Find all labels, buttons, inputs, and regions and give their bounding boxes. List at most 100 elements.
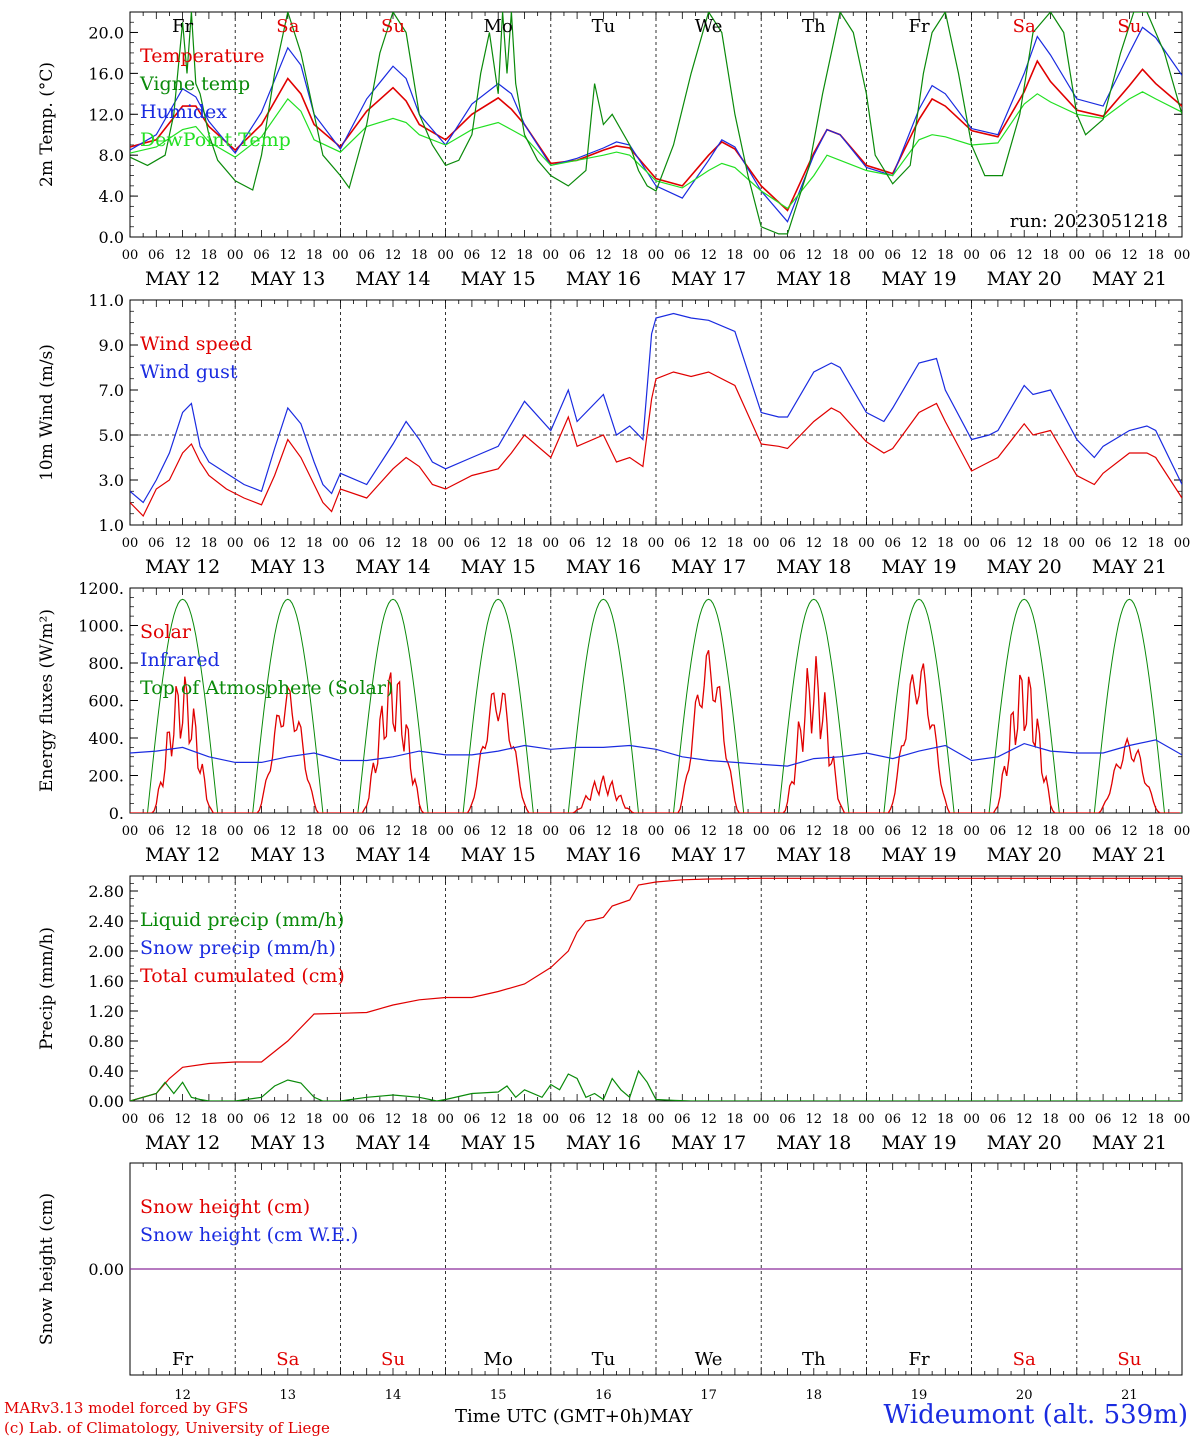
hour-tick-label: 00 (858, 536, 875, 551)
hour-tick-label: 06 (464, 248, 481, 263)
hour-tick-label: 06 (358, 248, 375, 263)
hour-tick-label: 00 (753, 1112, 770, 1127)
day-number-label: 12 (174, 1388, 191, 1403)
weekday-label: Su (381, 1349, 405, 1370)
y-tick-label: 0.80 (88, 1032, 124, 1051)
hour-tick-label: 12 (806, 536, 823, 551)
hour-tick-label: 06 (1095, 248, 1112, 263)
hour-tick-label: 00 (543, 536, 560, 551)
hour-tick-label: 00 (858, 248, 875, 263)
hour-tick-label: 06 (358, 536, 375, 551)
hour-tick-label: 18 (1042, 248, 1059, 263)
hour-tick-label: 06 (148, 536, 165, 551)
hour-tick-label: 06 (990, 824, 1007, 839)
panel-snow: 0.00 Snow height (cm) Snow height (cm) Snow… (37, 1162, 1183, 1403)
y-tick-label: 16.0 (88, 64, 124, 83)
day-label: MAY 12 (145, 556, 220, 578)
y-tick-label: 600. (88, 692, 124, 711)
hour-tick-label: 12 (490, 248, 507, 263)
hour-tick-label: 18 (621, 536, 638, 551)
weekday-label: Fr (172, 16, 193, 37)
y-tick-label: 20.0 (88, 23, 124, 42)
hour-tick-label: 00 (1174, 1112, 1191, 1127)
series-dewpoint-temp (130, 91, 1182, 210)
day-label: MAY 21 (1092, 268, 1167, 290)
hour-tick-label: 06 (779, 536, 796, 551)
y-tick-label: 9.0 (99, 336, 124, 355)
day-number-label: 14 (385, 1388, 402, 1403)
hour-tick-label: 00 (543, 1112, 560, 1127)
y-tick-label: 0.0 (99, 228, 124, 247)
y-axis-label: 10m Wind (m/s) (37, 344, 57, 481)
hour-tick-label: 12 (385, 1112, 402, 1127)
hour-tick-label: 12 (1121, 1112, 1138, 1127)
station-name: Wideumont (alt. 539m) (883, 1400, 1188, 1430)
legend-entry: Snow height (cm W.E.) (140, 1224, 358, 1246)
series-total-cumulated-cm- (130, 877, 1182, 1101)
hour-tick-label: 12 (700, 824, 717, 839)
day-number-label: 21 (1121, 1388, 1138, 1403)
hour-tick-label: 06 (148, 1112, 165, 1127)
day-label: MAY 15 (461, 844, 536, 866)
day-label: MAY 16 (566, 1132, 641, 1154)
hour-tick-label: 06 (253, 824, 270, 839)
series-top-of-atmosphere (130, 598, 1182, 813)
series-wind-gust (130, 312, 1182, 504)
hour-tick-label: 00 (963, 824, 980, 839)
hour-tick-label: 00 (963, 1112, 980, 1127)
hour-tick-label: 18 (1042, 536, 1059, 551)
hour-tick-label: 18 (1042, 824, 1059, 839)
y-axis-label: Snow height (cm) (37, 1193, 57, 1345)
y-tick-label: 0.40 (88, 1062, 124, 1081)
weekday-label: Th (802, 16, 826, 37)
hour-tick-label: 18 (937, 1112, 954, 1127)
hour-tick-label: 18 (832, 536, 849, 551)
panel-frame (129, 587, 1183, 814)
hour-tick-label: 00 (858, 1112, 875, 1127)
series-humidex (130, 26, 1182, 223)
day-label: MAY 16 (566, 844, 641, 866)
hour-tick-label: 06 (779, 248, 796, 263)
day-label: MAY 19 (881, 556, 956, 578)
hour-tick-label: 06 (990, 1112, 1007, 1127)
hour-tick-label: 06 (464, 536, 481, 551)
day-number-label: 17 (700, 1388, 717, 1403)
day-label: MAY 17 (671, 556, 746, 578)
hour-tick-label: 00 (227, 1112, 244, 1127)
hour-tick-label: 12 (280, 824, 297, 839)
legend-entry: Vigne temp (139, 73, 250, 95)
y-axis-label: Precip (mm/h) (37, 927, 57, 1050)
hour-tick-label: 00 (227, 248, 244, 263)
panel-temperature: 0.0 4.0 8.0 12.0 16.0 20.0 2m Temp. (°C) Temper… (37, 11, 1191, 290)
hour-tick-label: 18 (727, 1112, 744, 1127)
weekday-label: Sa (276, 16, 299, 37)
run-label: run: 2023051218 (1010, 211, 1168, 232)
day-label: MAY 15 (461, 268, 536, 290)
hour-tick-label: 18 (411, 1112, 428, 1127)
hour-tick-label: 06 (1095, 824, 1112, 839)
time-axis-label: Time UTC (GMT+0h)MAY (455, 1406, 692, 1427)
day-number-label: 19 (911, 1388, 928, 1403)
hour-tick-label: 18 (1147, 536, 1164, 551)
hour-tick-label: 00 (437, 248, 454, 263)
y-tick-label: 200. (88, 767, 124, 786)
hour-tick-label: 00 (1069, 1112, 1086, 1127)
day-label: MAY 13 (250, 844, 325, 866)
hour-tick-label: 12 (595, 824, 612, 839)
hour-tick-label: 00 (1174, 248, 1191, 263)
day-label: MAY 16 (566, 268, 641, 290)
hour-tick-label: 12 (911, 1112, 928, 1127)
hour-tick-label: 00 (543, 248, 560, 263)
hour-tick-label: 00 (648, 1112, 665, 1127)
hour-tick-label: 12 (700, 536, 717, 551)
hour-tick-label: 18 (1147, 248, 1164, 263)
legend-entry: Liquid precip (mm/h) (140, 909, 344, 931)
hour-tick-label: 18 (1147, 824, 1164, 839)
hour-tick-label: 06 (990, 248, 1007, 263)
hour-tick-label: 00 (753, 536, 770, 551)
hour-tick-label: 00 (963, 248, 980, 263)
day-label: MAY 13 (250, 1132, 325, 1154)
weekday-label: Tu (592, 1349, 616, 1370)
day-label: MAY 16 (566, 556, 641, 578)
